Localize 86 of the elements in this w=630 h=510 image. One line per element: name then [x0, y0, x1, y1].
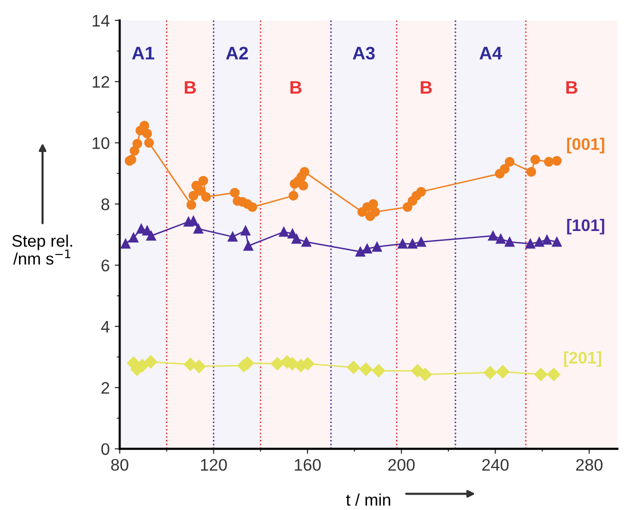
point	[372, 242, 382, 252]
point	[552, 156, 562, 166]
point	[195, 186, 206, 196]
band-label: A1	[132, 46, 154, 60]
x-axis-title: t / min	[346, 494, 390, 506]
point	[144, 355, 158, 368]
point	[402, 202, 412, 212]
point	[504, 156, 515, 167]
band-label: B	[420, 81, 432, 94]
point	[504, 237, 515, 247]
point	[362, 244, 372, 254]
point	[496, 365, 510, 378]
point	[418, 368, 432, 382]
point	[139, 120, 150, 131]
point	[144, 138, 154, 148]
point	[120, 238, 130, 249]
point	[525, 238, 536, 249]
point	[186, 200, 196, 210]
band-label: B	[566, 81, 578, 94]
point	[552, 237, 562, 247]
point	[530, 154, 540, 164]
point	[201, 192, 211, 202]
point	[193, 224, 204, 234]
point	[526, 167, 536, 177]
point	[292, 234, 302, 244]
point	[534, 237, 544, 247]
point	[128, 232, 138, 243]
series-label: [101]	[567, 218, 604, 234]
point	[534, 368, 548, 382]
point	[240, 226, 250, 236]
x-tick-label: 280	[576, 458, 602, 471]
band-label: B	[290, 81, 302, 94]
y-axis-title: Step rel. /nm s$^{−1}$	[12, 234, 72, 265]
point	[142, 128, 152, 138]
x-tick-label: 80	[111, 458, 128, 471]
band-label: A3	[352, 46, 375, 60]
point	[416, 186, 426, 197]
point	[300, 167, 310, 177]
y-tick-label: 6	[102, 260, 110, 272]
point	[278, 226, 289, 237]
point	[301, 357, 314, 370]
point	[500, 164, 510, 174]
point	[488, 230, 498, 241]
point	[496, 234, 506, 244]
point	[228, 232, 238, 242]
x-tick-label: 240	[482, 458, 509, 471]
point	[372, 364, 386, 378]
point	[544, 156, 554, 167]
point	[542, 234, 552, 245]
point	[192, 360, 206, 374]
point	[359, 362, 373, 376]
point	[188, 190, 198, 201]
point	[408, 238, 418, 249]
point	[243, 241, 254, 251]
y-tick-label: 4	[101, 320, 110, 332]
point	[355, 246, 366, 257]
series-label: [001]	[567, 138, 604, 154]
y-tick-label: 2	[102, 382, 110, 394]
y-tick-label: 0	[101, 443, 110, 456]
point	[198, 176, 208, 186]
point	[298, 180, 308, 190]
point	[301, 237, 312, 247]
point	[398, 238, 408, 249]
y-tick-label: 8	[101, 198, 110, 210]
point	[247, 202, 258, 212]
point	[132, 138, 142, 149]
band-label: A4	[480, 46, 502, 60]
y-tick-label: 10	[92, 137, 110, 150]
y-tick-label: 14	[92, 14, 110, 26]
series-label: [201]	[564, 351, 602, 367]
y-tick-label: 12	[92, 76, 110, 88]
x-tick-label: 160	[294, 458, 321, 471]
point	[230, 188, 240, 198]
point	[346, 360, 360, 374]
point	[547, 368, 560, 382]
band-label: B	[184, 81, 196, 94]
point	[368, 199, 378, 209]
point	[288, 190, 298, 201]
point	[484, 366, 497, 380]
point	[416, 237, 426, 247]
band-label: A2	[226, 46, 248, 60]
x-tick-label: 200	[388, 458, 415, 471]
x-tick-label: 120	[200, 458, 227, 471]
point	[270, 357, 284, 370]
point	[370, 207, 380, 217]
point	[146, 230, 156, 241]
